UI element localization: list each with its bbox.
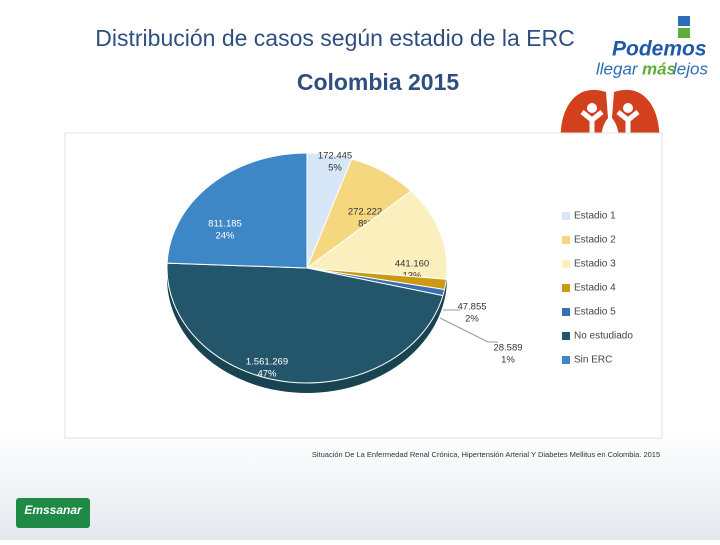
logo-bottom: Emssanar xyxy=(16,498,90,528)
pie-slice xyxy=(166,262,444,384)
logo-top: Podemos llegar más lejos xyxy=(596,16,708,78)
logo-square xyxy=(678,28,690,38)
percent-label: 2% xyxy=(465,314,479,325)
value-label: 28.589 xyxy=(493,343,522,354)
source: Situación De La Enfermedad Renal Crónica… xyxy=(312,450,660,459)
tagline: más xyxy=(642,59,676,78)
legend-swatch xyxy=(562,332,570,340)
logo-text: Emssanar xyxy=(24,503,83,517)
legend-label: No estudiado xyxy=(574,331,633,342)
percent-label: 1% xyxy=(501,355,515,366)
tagline: llegar xyxy=(596,59,639,78)
value-label: 441.160 xyxy=(395,259,429,270)
legend-swatch xyxy=(562,260,570,268)
legend-swatch xyxy=(562,284,570,292)
value-label: 172.445 xyxy=(318,151,352,162)
percent-label: 13% xyxy=(402,271,422,282)
logo-text: Podemos xyxy=(612,38,707,61)
tagline: lejos xyxy=(673,59,708,78)
legend-swatch xyxy=(562,236,570,244)
legend-label: Estadio 4 xyxy=(574,283,616,294)
legend-swatch xyxy=(562,212,570,220)
legend-label: Estadio 5 xyxy=(574,307,616,318)
legend-label: Estadio 2 xyxy=(574,235,616,246)
value-label: 811.185 xyxy=(208,219,242,230)
percent-label: 47% xyxy=(257,369,277,380)
leader-line xyxy=(439,317,498,343)
figure-head xyxy=(587,103,597,113)
percent-label: 8% xyxy=(358,219,372,230)
pie-slice xyxy=(166,152,308,269)
percent-label: 24% xyxy=(215,231,235,242)
pie-slice xyxy=(305,190,448,280)
logo-square xyxy=(678,16,690,26)
title-line: Colombia 2015 xyxy=(297,69,460,95)
figure-head xyxy=(623,103,633,113)
legend-label: Sin ERC xyxy=(574,355,612,366)
value-label: 47.855 xyxy=(457,302,486,313)
value-label: 1.561.269 xyxy=(246,357,288,368)
value-label: 272.222 xyxy=(348,207,382,218)
logo-box xyxy=(16,498,90,528)
legend-label: Estadio 3 xyxy=(574,259,616,270)
legend-label: Estadio 1 xyxy=(574,211,616,222)
percent-label: 5% xyxy=(328,163,342,174)
legend-swatch xyxy=(562,356,570,364)
legend-swatch xyxy=(562,308,570,316)
title-line: Distribución de casos según estadio de l… xyxy=(95,25,574,51)
